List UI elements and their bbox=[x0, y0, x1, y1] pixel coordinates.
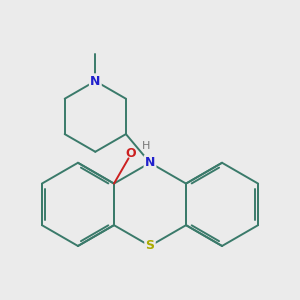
Text: H: H bbox=[142, 141, 150, 151]
Text: N: N bbox=[145, 156, 155, 169]
Text: O: O bbox=[126, 147, 136, 160]
Text: S: S bbox=[146, 239, 154, 253]
Text: N: N bbox=[90, 75, 101, 88]
